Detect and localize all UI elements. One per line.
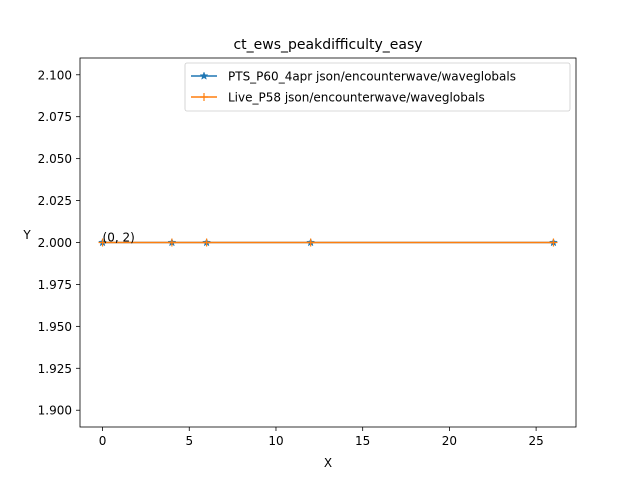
legend-marker [200,93,208,101]
y-tick-label: 1.925 [38,362,72,376]
x-axis-label: X [324,456,332,470]
data-point [167,238,176,247]
x-tick-label: 10 [268,434,283,448]
legend-item-1: PTS_P60_4apr json/encounterwave/waveglob… [191,70,516,84]
x-tick-label: 0 [99,434,107,448]
y-tick-label: 2.100 [38,68,72,82]
x-axis: 0 5 10 15 20 25 [99,427,544,448]
y-axis: 1.900 1.925 1.950 1.975 2.000 2.025 2.050 2.075… [38,68,80,418]
legend: PTS_P60_4apr json/encounterwave/waveglob… [184,62,571,112]
legend-box [184,62,571,112]
x-tick-label: 5 [185,434,193,448]
legend-item-2: Live_P58 json/encounterwave/waveglobals [191,91,485,105]
point-annotation: (0, 2) [103,231,135,245]
y-tick-label: 2.000 [38,236,72,250]
y-tick-label: 2.025 [38,194,72,208]
y-axis-label: Y [22,228,31,242]
data-point [98,238,107,247]
chart-title: ct_ews_peakdifficulty_easy [233,37,422,53]
y-tick-label: 1.975 [38,278,72,292]
data-point [202,238,211,247]
data-point [549,238,558,247]
series-layer [98,237,558,247]
legend-label: PTS_P60_4apr json/encounterwave/waveglob… [228,70,516,84]
x-tick-label: 20 [442,434,457,448]
series-2 [98,238,558,247]
x-tick-label: 25 [528,434,543,448]
annotation-layer: (0, 2) [103,231,135,245]
y-tick-label: 1.950 [38,320,72,334]
legend-label: Live_P58 json/encounterwave/waveglobals [228,91,485,105]
data-point [306,238,315,247]
x-tick-label: 15 [355,434,370,448]
legend-marker [199,71,209,80]
y-tick-label: 1.900 [38,404,72,418]
y-tick-label: 2.075 [38,110,72,124]
y-tick-label: 2.050 [38,152,72,166]
